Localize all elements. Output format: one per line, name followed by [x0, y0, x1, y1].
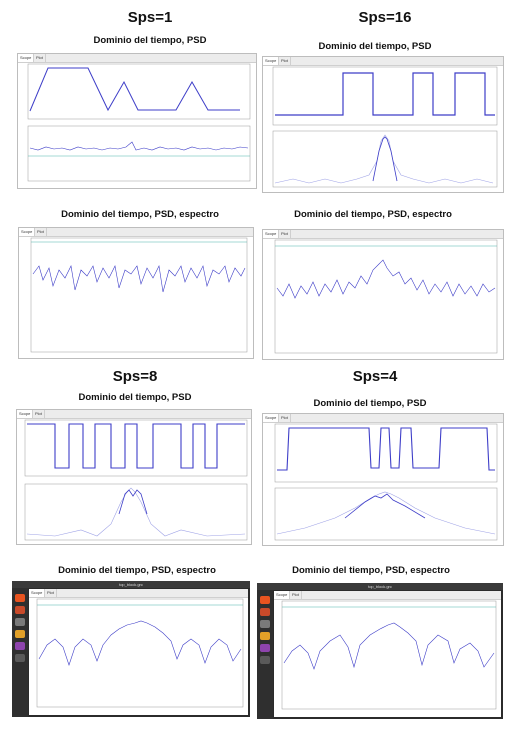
ubuntu-window-sps8-spectrum: top_block.grc Scope Plot — [12, 581, 250, 717]
tab-scope[interactable]: Scope — [19, 228, 36, 236]
launcher-icon-4[interactable] — [15, 630, 25, 638]
title-bar — [12, 581, 250, 588]
launcher-icon-3[interactable] — [260, 620, 270, 628]
heading-sps8: Sps=8 — [112, 368, 158, 385]
time-domain-plot — [272, 66, 498, 126]
tab-scope[interactable]: Scope — [29, 589, 46, 597]
time-domain-plot — [27, 63, 251, 120]
tab-plot[interactable]: Plot — [34, 54, 46, 62]
psd-plot — [272, 130, 498, 188]
tab-scope[interactable]: Scope — [274, 591, 291, 599]
subheading-psd-1: Dominio del tiempo, PSD — [93, 35, 207, 46]
launcher-icon-3[interactable] — [15, 618, 25, 626]
launcher-icon-4[interactable] — [260, 632, 270, 640]
launcher-icon-5[interactable] — [15, 642, 25, 650]
window-sps1-time-psd: Scope Plot — [17, 53, 257, 189]
subheading-psd-espectro-2: Dominio del tiempo, PSD, espectro — [294, 209, 452, 220]
window-sps1-spectrum: Scope Plot — [18, 227, 254, 359]
tab-bar: Scope Plot — [274, 591, 501, 600]
tab-plot[interactable]: Plot — [279, 414, 291, 422]
psd-plot — [274, 487, 498, 541]
tab-plot[interactable]: Plot — [45, 589, 57, 597]
launcher-icon-1[interactable] — [15, 594, 25, 602]
subheading-psd-espectro-4: Dominio del tiempo, PSD, espectro — [292, 565, 450, 576]
tab-bar: Scope Plot — [18, 54, 256, 63]
plot-window: Scope Plot — [274, 591, 501, 717]
tab-plot[interactable]: Plot — [279, 57, 291, 65]
subheading-psd-4: Dominio del tiempo, PSD — [313, 398, 427, 409]
tab-bar: Scope Plot — [263, 57, 503, 66]
tab-scope[interactable]: Scope — [263, 414, 280, 422]
subheading-psd-2: Dominio del tiempo, PSD — [318, 41, 432, 52]
tab-scope[interactable]: Scope — [17, 410, 34, 418]
launcher-icon-2[interactable] — [260, 608, 270, 616]
subheading-psd-3: Dominio del tiempo, PSD — [78, 392, 192, 403]
subheading-psd-espectro-1: Dominio del tiempo, PSD, espectro — [61, 209, 219, 220]
ubuntu-window-sps4-spectrum: top_block.grc Scope Plot — [257, 583, 503, 719]
tab-plot[interactable]: Plot — [33, 410, 45, 418]
time-domain-plot — [274, 423, 498, 483]
heading-sps1: Sps=1 — [127, 9, 173, 26]
tab-bar: Scope Plot — [17, 410, 251, 419]
title-bar — [257, 583, 503, 590]
launcher-icon-6[interactable] — [260, 656, 270, 664]
window-title: top_block.grc — [368, 584, 392, 589]
tab-bar: Scope Plot — [19, 228, 253, 237]
time-domain-plot — [24, 419, 248, 477]
spectrum-plot — [36, 598, 244, 708]
heading-sps4: Sps=4 — [352, 368, 398, 385]
psd-plot — [27, 125, 251, 182]
heading-sps16: Sps=16 — [358, 9, 412, 26]
subheading-psd-espectro-3: Dominio del tiempo, PSD, espectro — [58, 565, 216, 576]
tab-plot[interactable]: Plot — [279, 230, 291, 238]
launcher-dock — [257, 590, 273, 719]
tab-plot[interactable]: Plot — [35, 228, 47, 236]
spectrum-plot — [281, 600, 497, 710]
tab-bar: Scope Plot — [29, 589, 248, 598]
launcher-icon-1[interactable] — [260, 596, 270, 604]
tab-bar: Scope Plot — [263, 230, 503, 239]
launcher-dock — [12, 588, 28, 717]
spectrum-plot — [274, 239, 498, 354]
plot-window: Scope Plot — [29, 589, 248, 715]
window-title: top_block.grc — [119, 582, 143, 587]
window-sps8-time-psd: Scope Plot — [16, 409, 252, 545]
launcher-icon-2[interactable] — [15, 606, 25, 614]
tab-scope[interactable]: Scope — [263, 230, 280, 238]
launcher-icon-5[interactable] — [260, 644, 270, 652]
launcher-icon-6[interactable] — [15, 654, 25, 662]
tab-scope[interactable]: Scope — [18, 54, 35, 62]
tab-scope[interactable]: Scope — [263, 57, 280, 65]
window-sps4-time-psd: Scope Plot — [262, 413, 504, 546]
psd-plot — [24, 483, 248, 541]
window-sps16-time-psd: Scope Plot — [262, 56, 504, 193]
tab-plot[interactable]: Plot — [290, 591, 302, 599]
window-sps16-spectrum: Scope Plot — [262, 229, 504, 360]
tab-bar: Scope Plot — [263, 414, 503, 423]
spectrum-plot — [30, 237, 248, 353]
